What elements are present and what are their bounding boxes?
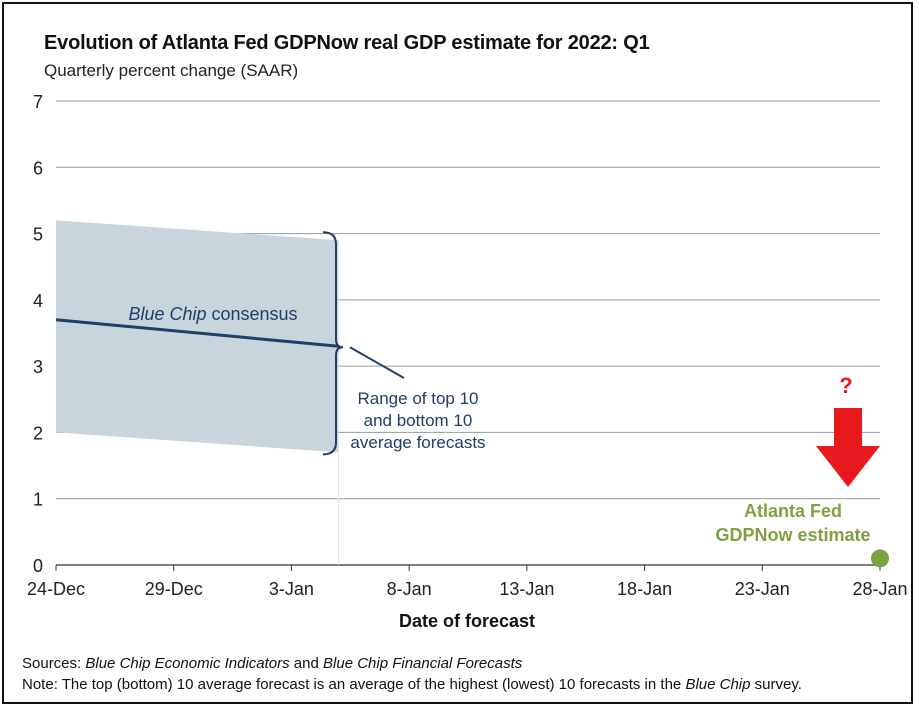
x-tick-label: 28-Jan <box>852 579 907 599</box>
x-tick-label: 24-Dec <box>27 579 85 599</box>
y-tick-label: 3 <box>33 357 43 377</box>
range-label-line: average forecasts <box>350 433 485 452</box>
x-tick-label: 23-Jan <box>735 579 790 599</box>
forecast-range-band <box>56 220 339 453</box>
gdpnow-label-line: GDPNow estimate <box>715 525 870 545</box>
x-axis-tick-labels: 24-Dec 29-Dec 3-Jan 8-Jan 13-Jan 18-Jan 23-Jan… <box>27 565 908 599</box>
series <box>55 220 889 568</box>
x-tick-label: 18-Jan <box>617 579 672 599</box>
consensus-label-italic: Blue Chip <box>128 304 206 324</box>
y-tick-label: 5 <box>33 225 43 245</box>
y-tick-label: 4 <box>33 291 43 311</box>
consensus-line <box>55 318 339 348</box>
note-text-2: survey. <box>750 676 802 693</box>
y-tick-label: 2 <box>33 423 43 443</box>
gdpnow-point <box>871 549 889 568</box>
note-text-1: : The top (bottom) 10 average forecast i… <box>53 676 686 693</box>
gdpnow-label-line: Atlanta Fed <box>744 501 842 521</box>
range-label-line: and bottom 10 <box>364 411 473 430</box>
sources-separator: : <box>77 655 86 672</box>
y-tick-label: 7 <box>33 92 43 112</box>
source-2: Blue Chip Financial Forecasts <box>323 655 523 672</box>
chart-subtitle: Quarterly percent change (SAAR) <box>44 61 299 80</box>
sources-note: Sources: Blue Chip Economic Indicators a… <box>22 653 802 695</box>
x-tick-label: 3-Jan <box>269 579 314 599</box>
y-axis-tick-labels: 0 1 2 3 4 5 6 7 <box>33 92 43 576</box>
range-leader-line <box>349 346 405 379</box>
consensus-label-rest: consensus <box>206 304 297 324</box>
note-label: Note <box>22 676 54 693</box>
x-tick-label: 29-Dec <box>145 579 203 599</box>
x-tick-label: 8-Jan <box>387 579 432 599</box>
note-line: Note: The top (bottom) 10 average foreca… <box>22 674 802 695</box>
annotations: Blue Chip consensus Range of top 10 and bo… <box>128 231 880 545</box>
x-axis-label: Date of forecast <box>399 611 535 631</box>
range-bracket <box>322 231 344 456</box>
y-tick-label: 1 <box>33 490 43 510</box>
source-1: Blue Chip Economic Indicators <box>85 655 290 672</box>
range-label-line: Range of top 10 <box>358 389 479 408</box>
x-tick-label: 13-Jan <box>499 579 554 599</box>
note-italic: Blue Chip <box>685 676 751 693</box>
down-arrow-icon <box>816 408 880 487</box>
sources-label: Sources <box>22 655 78 672</box>
chart-title: Evolution of Atlanta Fed GDPNow real GDP… <box>44 32 650 54</box>
question-mark: ? <box>839 373 852 398</box>
y-tick-label: 0 <box>33 556 43 576</box>
sources-and: and <box>289 655 324 672</box>
consensus-label: Blue Chip consensus <box>128 304 297 324</box>
sources-line: Sources: Blue Chip Economic Indicators a… <box>22 653 802 674</box>
y-tick-label: 6 <box>33 158 43 178</box>
